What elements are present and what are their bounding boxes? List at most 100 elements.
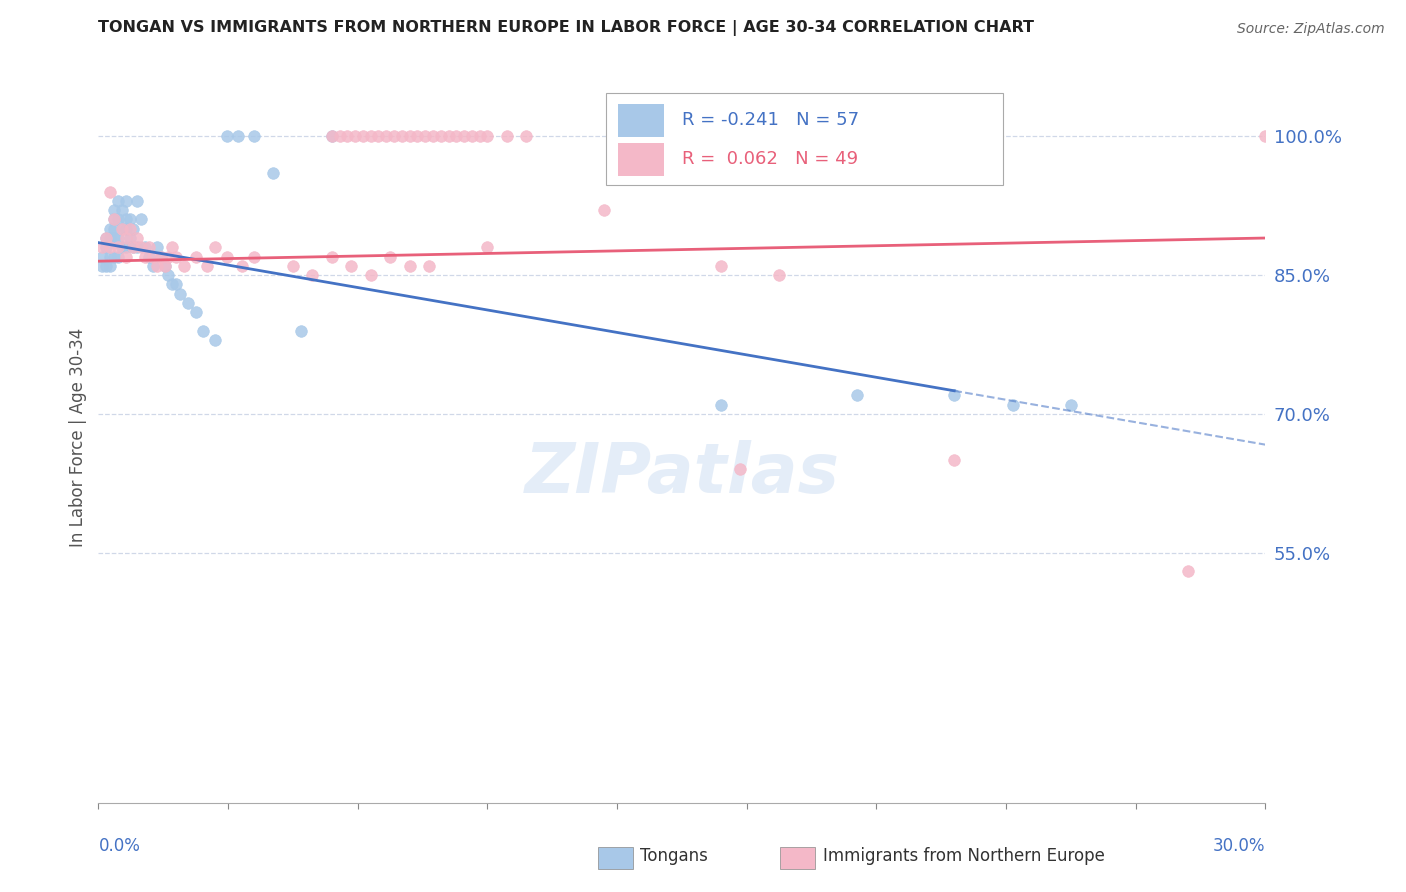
Point xyxy=(730,462,752,476)
Point xyxy=(215,129,238,144)
Point xyxy=(360,268,382,282)
Point xyxy=(91,250,114,264)
Point xyxy=(290,324,312,338)
Point xyxy=(398,259,420,273)
Point xyxy=(352,129,374,144)
Point xyxy=(515,129,537,144)
Point xyxy=(406,129,429,144)
Text: R = -0.241   N = 57: R = -0.241 N = 57 xyxy=(682,112,859,129)
Point xyxy=(162,240,184,254)
Point xyxy=(118,221,141,235)
Point xyxy=(138,240,160,254)
Point xyxy=(96,259,118,273)
Text: Source: ZipAtlas.com: Source: ZipAtlas.com xyxy=(1237,22,1385,37)
Point xyxy=(98,185,121,199)
Point xyxy=(367,129,389,144)
Point xyxy=(111,203,134,218)
Point xyxy=(418,259,440,273)
Point xyxy=(413,129,436,144)
Text: Tongans: Tongans xyxy=(640,847,707,865)
Point xyxy=(281,259,304,273)
Point xyxy=(98,240,121,254)
Point xyxy=(184,250,207,264)
Point xyxy=(1001,398,1024,412)
Point xyxy=(107,194,129,208)
Point xyxy=(98,221,121,235)
Point xyxy=(149,250,172,264)
Point xyxy=(340,259,363,273)
Point xyxy=(243,129,266,144)
Point xyxy=(114,212,136,227)
Text: TONGAN VS IMMIGRANTS FROM NORTHERN EUROPE IN LABOR FORCE | AGE 30-34 CORRELATION: TONGAN VS IMMIGRANTS FROM NORTHERN EUROP… xyxy=(98,20,1035,36)
Point xyxy=(398,129,420,144)
Point xyxy=(114,194,136,208)
Point xyxy=(107,250,129,264)
Point xyxy=(118,231,141,245)
Point xyxy=(146,259,169,273)
Point xyxy=(127,194,149,208)
Point xyxy=(96,231,118,245)
Point xyxy=(437,129,460,144)
Point xyxy=(1060,398,1083,412)
Point xyxy=(107,240,129,254)
Point xyxy=(321,129,343,144)
Point xyxy=(111,240,134,254)
Point xyxy=(177,295,200,310)
Point xyxy=(391,129,413,144)
Point xyxy=(118,212,141,227)
Point xyxy=(329,129,352,144)
Point xyxy=(382,129,405,144)
Point xyxy=(165,250,187,264)
Point xyxy=(1177,565,1199,579)
Text: Immigrants from Northern Europe: Immigrants from Northern Europe xyxy=(823,847,1104,865)
Point xyxy=(215,250,238,264)
Point xyxy=(165,277,187,292)
Text: 30.0%: 30.0% xyxy=(1213,837,1265,855)
Point xyxy=(344,129,367,144)
Point xyxy=(146,240,169,254)
Point xyxy=(107,231,129,245)
Point xyxy=(103,203,125,218)
Point xyxy=(103,212,125,227)
Point xyxy=(461,129,484,144)
Point xyxy=(846,388,869,402)
Point xyxy=(231,259,253,273)
Point xyxy=(91,240,114,254)
Point xyxy=(495,129,517,144)
Point xyxy=(114,231,136,245)
Point xyxy=(91,259,114,273)
Point xyxy=(169,286,191,301)
Point xyxy=(153,259,176,273)
Point xyxy=(103,231,125,245)
Point xyxy=(122,221,145,235)
Point xyxy=(262,166,284,180)
Point xyxy=(173,259,195,273)
Point xyxy=(943,388,966,402)
Point xyxy=(134,250,156,264)
Point xyxy=(96,231,118,245)
Point xyxy=(157,268,180,282)
Text: ZIPatlas: ZIPatlas xyxy=(524,440,839,508)
Point xyxy=(127,240,149,254)
Text: 0.0%: 0.0% xyxy=(98,837,141,855)
Point xyxy=(446,129,468,144)
Point xyxy=(111,221,134,235)
Point xyxy=(184,305,207,319)
Point xyxy=(114,250,136,264)
Point xyxy=(204,333,226,347)
Point xyxy=(127,231,149,245)
Point xyxy=(114,240,136,254)
Point xyxy=(103,212,125,227)
Point xyxy=(129,240,152,254)
Point xyxy=(142,250,165,264)
Point xyxy=(593,203,616,218)
Point xyxy=(468,129,491,144)
Point xyxy=(204,240,226,254)
Point xyxy=(768,268,790,282)
FancyBboxPatch shape xyxy=(617,143,665,176)
Point xyxy=(321,129,343,144)
Point xyxy=(243,250,266,264)
Point xyxy=(321,250,343,264)
Point xyxy=(301,268,323,282)
FancyBboxPatch shape xyxy=(606,94,1002,185)
